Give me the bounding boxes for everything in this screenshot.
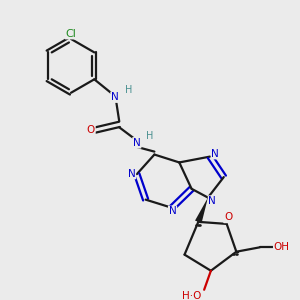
Text: OH: OH [274, 242, 290, 252]
Text: O: O [87, 125, 95, 135]
Text: Cl: Cl [65, 29, 76, 39]
Polygon shape [195, 198, 208, 223]
Text: N: N [133, 138, 141, 148]
Text: H: H [146, 130, 153, 140]
Text: N: N [169, 206, 176, 216]
Text: N: N [212, 149, 219, 159]
Text: H: H [125, 85, 132, 95]
Text: N: N [111, 92, 119, 102]
Text: O: O [224, 212, 232, 223]
Text: H·O: H·O [182, 291, 202, 300]
Text: N: N [208, 196, 216, 206]
Text: N: N [128, 169, 135, 178]
